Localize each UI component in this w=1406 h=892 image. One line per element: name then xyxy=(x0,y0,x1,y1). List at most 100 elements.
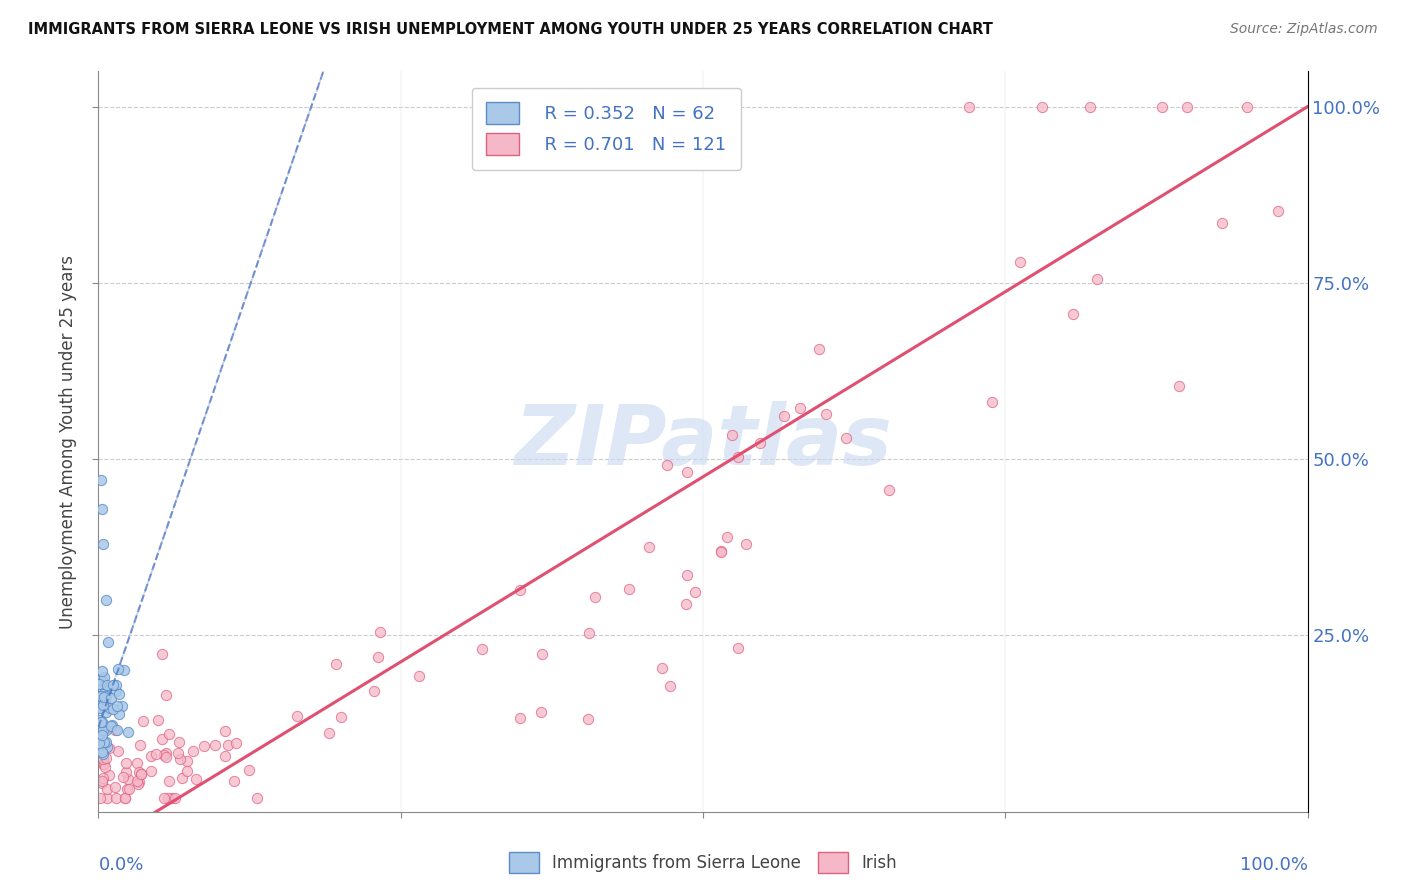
Point xyxy=(117,725,139,739)
Point xyxy=(363,684,385,698)
Point xyxy=(104,683,127,698)
Point xyxy=(108,687,131,701)
Point xyxy=(93,670,115,684)
Point xyxy=(90,473,112,487)
Point xyxy=(1236,100,1258,114)
Point xyxy=(89,715,111,730)
Point xyxy=(835,431,858,445)
Point xyxy=(129,766,152,780)
Point xyxy=(90,699,112,714)
Point xyxy=(90,664,112,678)
Point xyxy=(93,756,115,771)
Point xyxy=(685,585,707,599)
Point xyxy=(94,723,117,737)
Point xyxy=(530,706,553,720)
Point xyxy=(90,714,112,729)
Point xyxy=(367,649,389,664)
Point xyxy=(115,756,138,770)
Point xyxy=(115,764,138,779)
Point xyxy=(157,790,180,805)
Point xyxy=(91,674,114,689)
Point xyxy=(157,727,180,741)
Point xyxy=(104,723,127,737)
Point xyxy=(93,690,115,704)
Legend: Immigrants from Sierra Leone, Irish: Immigrants from Sierra Leone, Irish xyxy=(502,846,904,880)
Point xyxy=(150,732,173,747)
Point xyxy=(94,751,117,765)
Point xyxy=(90,691,112,706)
Point xyxy=(285,709,308,723)
Point xyxy=(118,782,141,797)
Point xyxy=(153,747,176,762)
Point xyxy=(127,773,149,788)
Point xyxy=(1152,100,1174,114)
Point xyxy=(100,719,122,733)
Point xyxy=(675,597,697,611)
Point xyxy=(90,714,112,729)
Point xyxy=(1211,216,1233,230)
Point xyxy=(96,782,118,797)
Point xyxy=(1167,378,1189,392)
Point xyxy=(748,436,770,450)
Point xyxy=(89,690,111,705)
Point xyxy=(90,690,112,704)
Point xyxy=(98,768,121,782)
Point xyxy=(141,749,163,764)
Point xyxy=(576,712,599,726)
Point xyxy=(125,756,148,771)
Point xyxy=(471,641,494,656)
Point xyxy=(91,776,114,790)
Point xyxy=(89,701,111,715)
Point xyxy=(89,790,111,805)
Point xyxy=(152,648,174,662)
Point xyxy=(91,698,114,712)
Point xyxy=(114,790,136,805)
Point xyxy=(91,756,114,771)
Point xyxy=(101,718,124,732)
Point xyxy=(101,701,124,715)
Point xyxy=(90,728,112,742)
Point xyxy=(128,738,150,752)
Point xyxy=(104,780,127,794)
Point xyxy=(105,678,128,692)
Point xyxy=(170,771,193,785)
Point xyxy=(508,582,530,597)
Point xyxy=(87,731,110,746)
Point xyxy=(808,342,831,356)
Point xyxy=(90,728,112,742)
Point xyxy=(114,663,136,677)
Point xyxy=(90,718,112,732)
Point xyxy=(117,781,139,796)
Point xyxy=(204,738,226,752)
Point xyxy=(735,537,758,551)
Point xyxy=(111,698,134,713)
Point xyxy=(91,747,114,761)
Point xyxy=(1031,100,1053,114)
Point xyxy=(93,735,115,749)
Point xyxy=(105,723,128,738)
Point xyxy=(107,662,129,676)
Point xyxy=(97,635,120,649)
Point xyxy=(157,773,180,788)
Point xyxy=(105,698,128,713)
Text: IMMIGRANTS FROM SIERRA LEONE VS IRISH UNEMPLOYMENT AMONG YOUTH UNDER 25 YEARS CO: IMMIGRANTS FROM SIERRA LEONE VS IRISH UN… xyxy=(28,22,993,37)
Point xyxy=(167,735,190,749)
Point xyxy=(108,706,131,721)
Point xyxy=(727,640,749,655)
Point xyxy=(90,677,112,691)
Point xyxy=(651,660,673,674)
Point xyxy=(657,458,679,472)
Point xyxy=(94,593,117,607)
Point xyxy=(96,740,118,755)
Point xyxy=(1175,100,1198,114)
Point xyxy=(91,501,114,516)
Point xyxy=(238,763,260,777)
Text: Source: ZipAtlas.com: Source: ZipAtlas.com xyxy=(1230,22,1378,37)
Point xyxy=(1085,272,1108,286)
Point xyxy=(167,746,190,760)
Point xyxy=(531,647,554,661)
Point xyxy=(112,770,135,784)
Point xyxy=(675,567,697,582)
Point xyxy=(155,688,177,702)
Point xyxy=(90,722,112,736)
